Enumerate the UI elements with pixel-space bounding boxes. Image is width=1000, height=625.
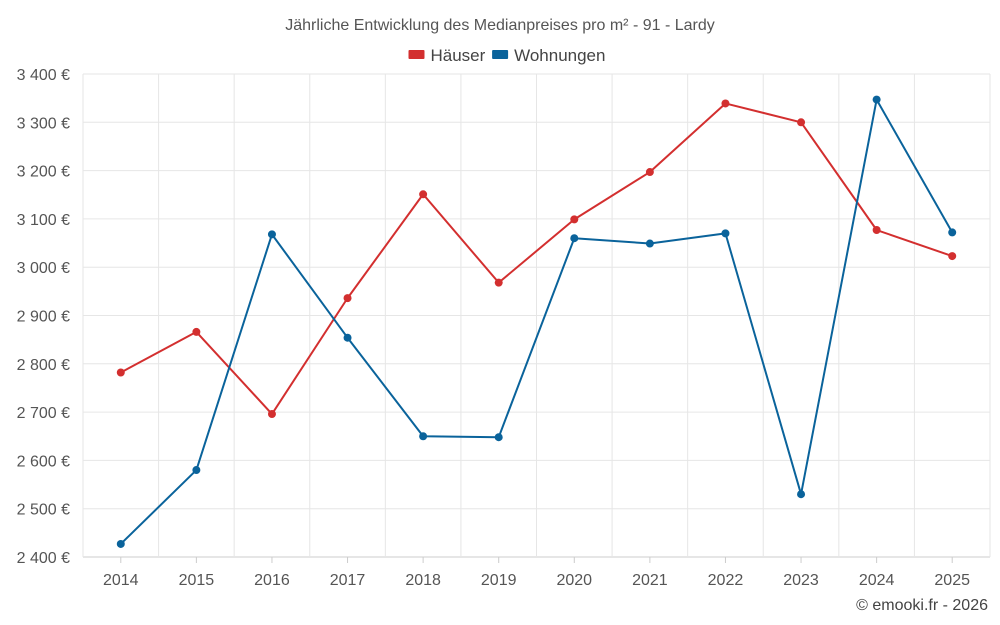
- data-point: [494, 433, 503, 442]
- x-tick-label: 2022: [708, 572, 744, 589]
- data-point: [797, 118, 806, 127]
- data-point: [797, 490, 806, 499]
- data-point: [419, 190, 428, 199]
- legend-swatch: [408, 50, 425, 59]
- y-tick-label: 3 400 €: [17, 67, 70, 84]
- y-axis: 2 400 € 2 500 € 2 600 € 2 700 € 2 800 € 2 900…: [17, 67, 70, 567]
- data-point: [267, 410, 276, 419]
- y-tick-label: 2 900 €: [17, 309, 70, 326]
- legend-swatch: [492, 50, 509, 59]
- series-line-1: [120, 102, 953, 416]
- legend-label: Häuser: [431, 46, 486, 65]
- x-tick-label: 2024: [859, 572, 895, 589]
- y-tick-label: 2 600 €: [17, 453, 70, 470]
- data-point: [570, 234, 579, 243]
- data-point: [343, 294, 352, 303]
- data-point: [721, 99, 730, 108]
- data-point: [192, 466, 201, 475]
- y-tick-label: 3 100 €: [17, 212, 70, 229]
- data-point: [872, 226, 881, 235]
- x-tick-label: 2023: [783, 572, 819, 589]
- x-tick-label: 2014: [103, 572, 139, 589]
- data-point: [343, 333, 352, 342]
- chart-title: Jährliche Entwicklung des Medianpreises …: [285, 17, 715, 34]
- x-tick-label: 2025: [934, 572, 970, 589]
- data-point: [948, 228, 957, 237]
- y-tick-label: 2 400 €: [17, 550, 70, 567]
- x-tick-label: 2020: [556, 572, 592, 589]
- y-tick-label: 2 800 €: [17, 357, 70, 374]
- data-point: [267, 230, 276, 239]
- x-tick-label: 2016: [254, 572, 290, 589]
- y-tick-label: 3 300 €: [17, 115, 70, 132]
- x-tick-label: 2015: [179, 572, 215, 589]
- data-point: [948, 252, 957, 261]
- data-point: [872, 95, 881, 104]
- legend-label: Wohnungen: [514, 46, 605, 65]
- data-point: [570, 215, 579, 224]
- series-line-2: [120, 98, 954, 545]
- series-lines: [116, 95, 957, 548]
- y-tick-label: 2 700 €: [17, 405, 70, 422]
- data-point: [419, 432, 428, 441]
- x-tick-label: 2019: [481, 572, 517, 589]
- y-tick-label: 2 500 €: [17, 502, 70, 519]
- data-point: [494, 278, 503, 287]
- data-point: [721, 229, 730, 238]
- chart-legend: Häuser Wohnungen: [408, 46, 605, 65]
- credit-text: © emooki.fr - 2026: [856, 597, 988, 614]
- data-point: [116, 368, 125, 377]
- y-tick-label: 3 000 €: [17, 260, 70, 277]
- x-tick-label: 2018: [405, 572, 441, 589]
- x-tick-label: 2017: [330, 572, 366, 589]
- grid-lines: [82, 73, 991, 558]
- x-tick-label: 2021: [632, 572, 668, 589]
- data-point: [645, 239, 654, 248]
- data-point: [645, 168, 654, 177]
- y-tick-label: 3 200 €: [17, 164, 70, 181]
- x-axis: 2014 2015 2016 2017 2018 2019 2020 2021 2022 2023…: [103, 557, 970, 589]
- data-point: [116, 539, 125, 548]
- data-point: [192, 327, 201, 336]
